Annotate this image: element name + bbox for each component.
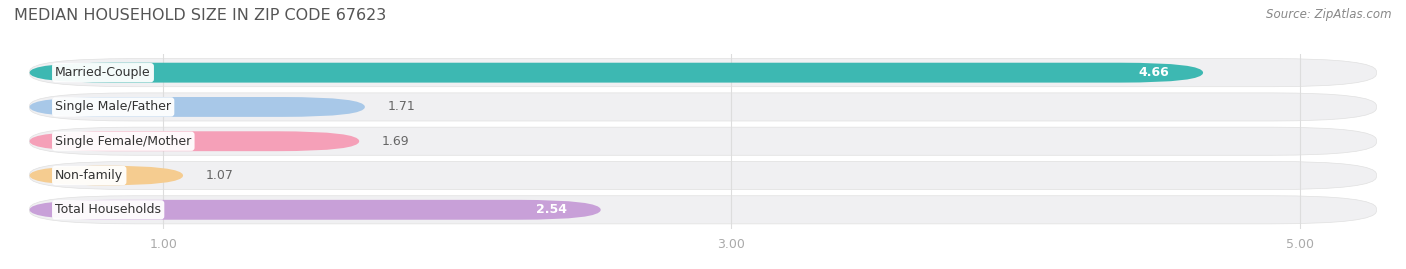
Text: Source: ZipAtlas.com: Source: ZipAtlas.com xyxy=(1267,8,1392,21)
FancyBboxPatch shape xyxy=(30,59,1376,87)
Text: Total Households: Total Households xyxy=(55,203,162,216)
FancyBboxPatch shape xyxy=(30,131,359,151)
FancyBboxPatch shape xyxy=(30,200,600,220)
Text: Single Male/Father: Single Male/Father xyxy=(55,100,172,114)
FancyBboxPatch shape xyxy=(30,161,1376,190)
FancyBboxPatch shape xyxy=(30,93,1376,121)
FancyBboxPatch shape xyxy=(30,196,1376,224)
Text: 4.66: 4.66 xyxy=(1139,66,1168,79)
Text: Non-family: Non-family xyxy=(55,169,124,182)
Text: 1.69: 1.69 xyxy=(382,135,409,148)
Text: 1.07: 1.07 xyxy=(205,169,233,182)
Text: 2.54: 2.54 xyxy=(536,203,567,216)
FancyBboxPatch shape xyxy=(30,127,1376,155)
FancyBboxPatch shape xyxy=(30,165,183,185)
Text: Married-Couple: Married-Couple xyxy=(55,66,150,79)
Text: 1.71: 1.71 xyxy=(388,100,415,114)
Text: Single Female/Mother: Single Female/Mother xyxy=(55,135,191,148)
FancyBboxPatch shape xyxy=(30,63,1204,83)
Text: MEDIAN HOUSEHOLD SIZE IN ZIP CODE 67623: MEDIAN HOUSEHOLD SIZE IN ZIP CODE 67623 xyxy=(14,8,387,23)
FancyBboxPatch shape xyxy=(30,97,366,117)
